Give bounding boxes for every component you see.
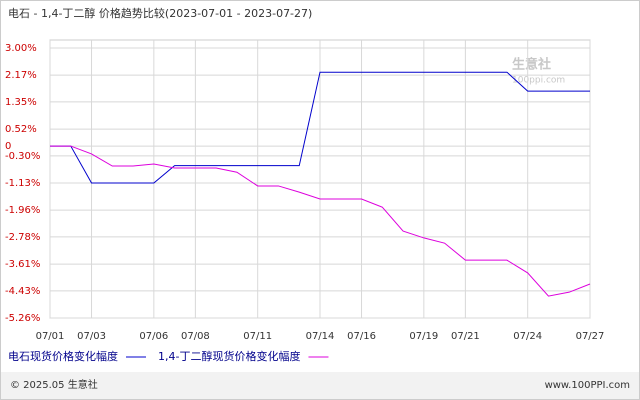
footer-right: www.100PPI.com	[545, 380, 630, 391]
y-tick-label: -3.61%	[5, 259, 40, 270]
watermark-name: 生意社	[512, 57, 551, 73]
x-tick-label: 07/06	[139, 331, 168, 342]
x-tick-label: 07/14	[306, 331, 335, 342]
y-tick-label: -2.78%	[5, 232, 40, 243]
x-tick-label: 07/08	[181, 331, 210, 342]
x-tick-label: 07/24	[513, 331, 542, 342]
x-tick-label: 07/01	[36, 331, 65, 342]
y-tick-label: -1.96%	[5, 205, 40, 216]
y-tick-label: -0.30%	[5, 151, 40, 162]
chart-title: 电石 - 1,4-丁二醇 价格趋势比较(2023-07-01 - 2023-07…	[8, 6, 312, 20]
y-tick-label: -5.26%	[5, 313, 40, 324]
y-tick-label: -4.43%	[5, 286, 40, 297]
y-tick-label: 2.17%	[5, 70, 37, 81]
footer-bg	[1, 372, 639, 399]
watermark-site: 100ppi.com	[512, 76, 565, 86]
x-tick-label: 07/16	[347, 331, 376, 342]
footer-left: © 2025.05 生意社	[10, 378, 98, 391]
series-line	[50, 71, 590, 184]
series-line	[50, 145, 591, 297]
legend-label: 1,4-丁二醇现货价格变化幅度	[158, 349, 300, 363]
y-tick-label: -1.13%	[5, 178, 40, 189]
y-tick-label: 3.00%	[5, 43, 37, 54]
y-tick-label: 0.52%	[5, 124, 37, 135]
y-tick-label: 1.35%	[5, 97, 37, 108]
x-tick-label: 07/21	[451, 331, 480, 342]
x-tick-label: 07/03	[77, 331, 106, 342]
legend-label: 电石现货价格变化幅度	[8, 349, 118, 363]
y-tick-label: 0	[5, 141, 11, 152]
x-tick-label: 07/19	[409, 331, 438, 342]
x-tick-label: 07/27	[576, 331, 605, 342]
x-tick-label: 07/11	[243, 331, 272, 342]
